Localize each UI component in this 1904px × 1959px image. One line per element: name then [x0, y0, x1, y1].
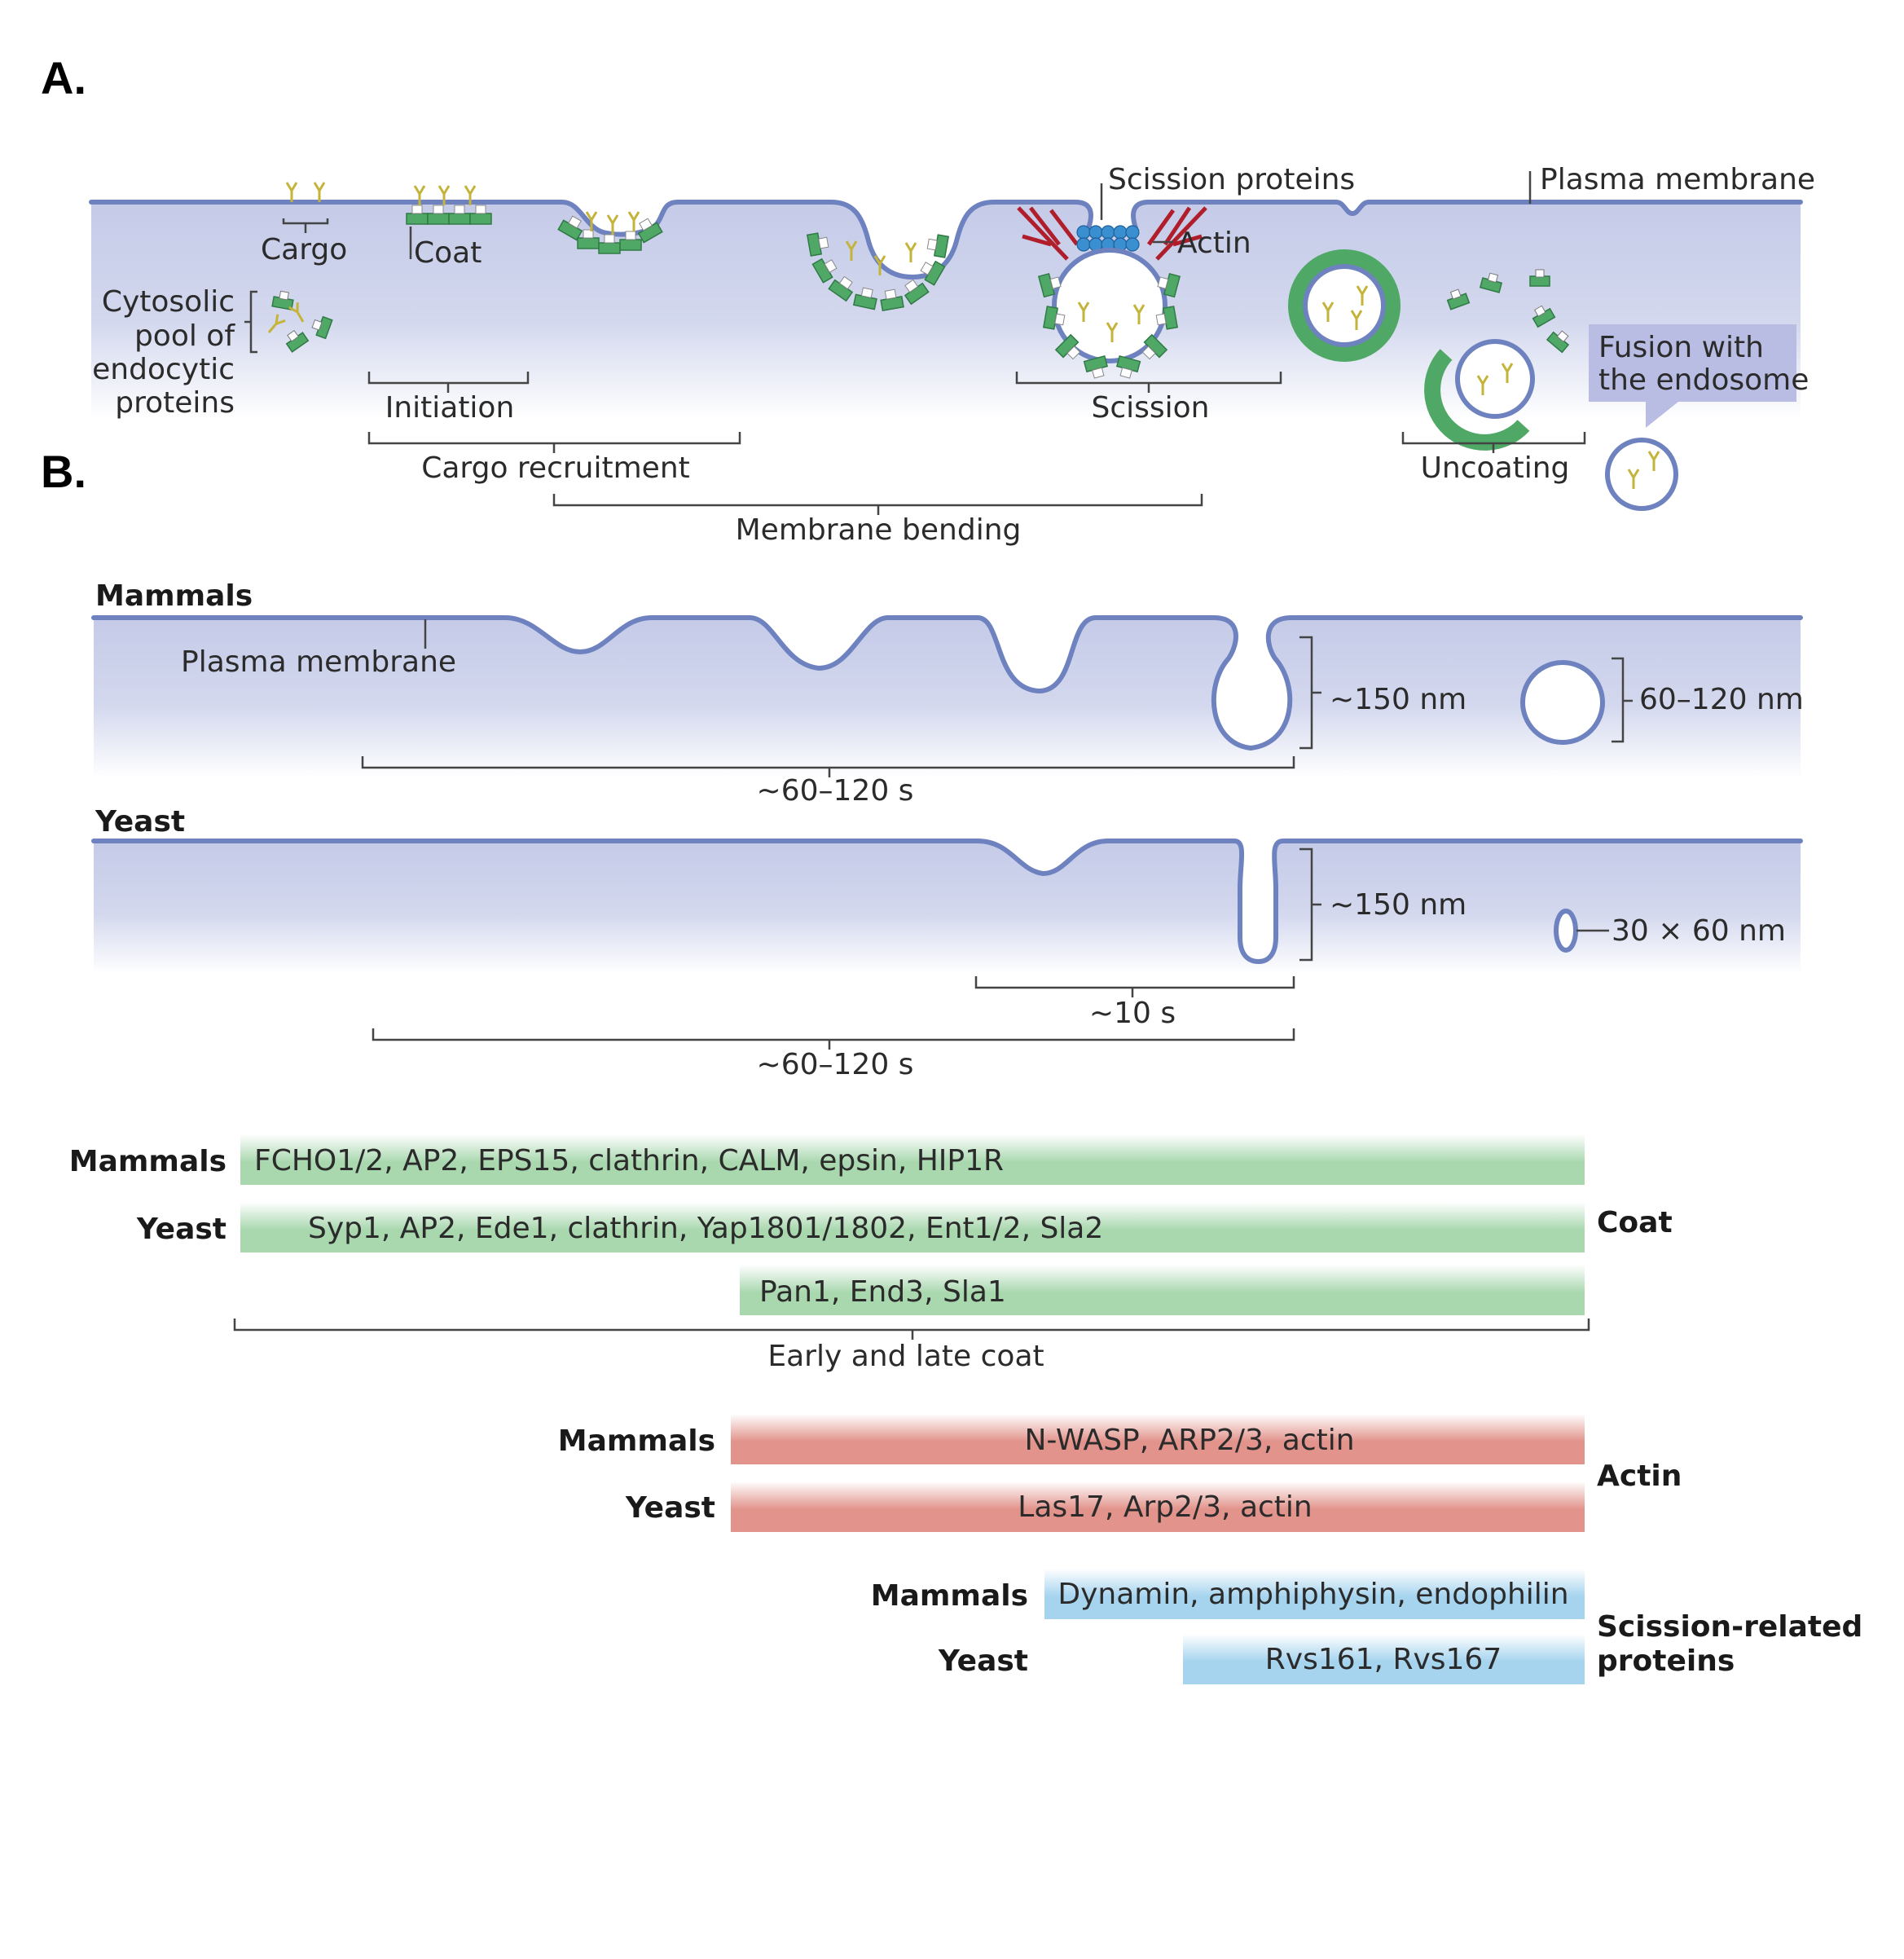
- yeast-depth: ~150 nm: [1330, 888, 1466, 922]
- actin-group-label: Actin: [1597, 1459, 1682, 1493]
- cytosolic-pool-icon: [244, 289, 333, 354]
- coat-yeast-label: Yeast: [136, 1213, 226, 1246]
- panel-a-membrane-diagram: Cargo Coat: [89, 163, 1815, 511]
- mammals-duration: ~60–120 s: [757, 774, 914, 808]
- early-late-coat-label: Early and late coat: [767, 1340, 1044, 1373]
- cytosolic-line-4: proteins: [115, 386, 235, 420]
- coated-vesicle: [1288, 249, 1401, 362]
- coat-mammals-label: Mammals: [69, 1145, 226, 1178]
- fusion-line-1: Fusion with: [1598, 331, 1764, 364]
- protein-bars: [233, 1134, 1590, 1684]
- yeast-title: Yeast: [95, 805, 185, 839]
- scission-proteins-label: Scission proteins: [1108, 163, 1355, 196]
- mammals-membrane: [91, 615, 1803, 778]
- stage-membrane-bending: Membrane bending: [736, 513, 1022, 547]
- stage-brackets: [367, 372, 1586, 515]
- coat-icon: [406, 184, 492, 259]
- cargo-label: Cargo: [261, 233, 347, 266]
- bar-actin-mammals: [731, 1414, 1585, 1464]
- panel-b-label: B.: [41, 446, 86, 497]
- coat-yeast-late-proteins: Pan1, End3, Sla1: [759, 1275, 1006, 1309]
- bar-scission-mammals: [1044, 1569, 1585, 1619]
- cytosolic-line-1: Cytosolic: [102, 285, 235, 319]
- scission-mammals-proteins: Dynamin, amphiphysin, endophilin: [1058, 1578, 1568, 1611]
- coat-mammals-proteins: FCHO1/2, AP2, EPS15, clathrin, CALM, eps…: [254, 1144, 1004, 1178]
- scission-group-label-2: proteins: [1597, 1644, 1735, 1678]
- scission-stage: [1017, 183, 1207, 381]
- yeast-membrane: [91, 839, 1803, 1050]
- yeast-short-duration: ~10 s: [1089, 997, 1176, 1030]
- stage-uncoating: Uncoating: [1421, 451, 1570, 485]
- coat-yeast-proteins: Syp1, AP2, Ede1, clathrin, Yap1801/1802,…: [308, 1212, 1103, 1245]
- bar-coat-mammals: [240, 1134, 1585, 1185]
- bar-actin-yeast: [731, 1481, 1585, 1532]
- uncoating-vesicle: [1424, 269, 1573, 451]
- cytosolic-line-3: endocytic: [92, 353, 235, 386]
- scission-mammals-label: Mammals: [871, 1579, 1028, 1613]
- stage-initiation: Initiation: [385, 391, 515, 425]
- coat-label: Coat: [414, 236, 481, 270]
- plasma-membrane-label-a: Plasma membrane: [1540, 163, 1815, 196]
- actin-label: Actin: [1177, 227, 1251, 260]
- yeast-vesicle-size: 30 × 60 nm: [1612, 914, 1786, 948]
- scission-group-label-1: Scission-related: [1597, 1610, 1862, 1644]
- bar-scission-yeast: [1183, 1634, 1585, 1684]
- actin-mammals-label: Mammals: [558, 1424, 715, 1458]
- bar-coat-yeast: [240, 1202, 1585, 1252]
- cargo-icon: [282, 181, 329, 233]
- mammals-depth: ~150 nm: [1330, 683, 1466, 716]
- scission-yeast-label: Yeast: [938, 1644, 1028, 1678]
- stage-cargo-recruitment: Cargo recruitment: [421, 451, 690, 485]
- stage-scission: Scission: [1091, 391, 1209, 425]
- actin-yeast-proteins: Las17, Arp2/3, actin: [1018, 1490, 1312, 1524]
- mammals-title: Mammals: [95, 579, 253, 613]
- panel-a-label: A.: [41, 52, 86, 103]
- mammals-plasma-membrane-label: Plasma membrane: [181, 645, 456, 679]
- bar-coat-yeast-late: [740, 1265, 1585, 1315]
- mammals-vesicle-size: 60–120 nm: [1639, 683, 1804, 716]
- actin-yeast-label: Yeast: [625, 1491, 715, 1525]
- actin-mammals-proteins: N-WASP, ARP2/3, actin: [1024, 1424, 1354, 1457]
- fusion-callout: [1589, 324, 1796, 511]
- coat-group-label: Coat: [1597, 1206, 1673, 1239]
- scission-yeast-proteins: Rvs161, Rvs167: [1265, 1643, 1502, 1676]
- yeast-duration: ~60–120 s: [757, 1048, 914, 1081]
- cytosolic-line-2: pool of: [134, 319, 235, 353]
- fusion-line-2: the endosome: [1598, 363, 1809, 397]
